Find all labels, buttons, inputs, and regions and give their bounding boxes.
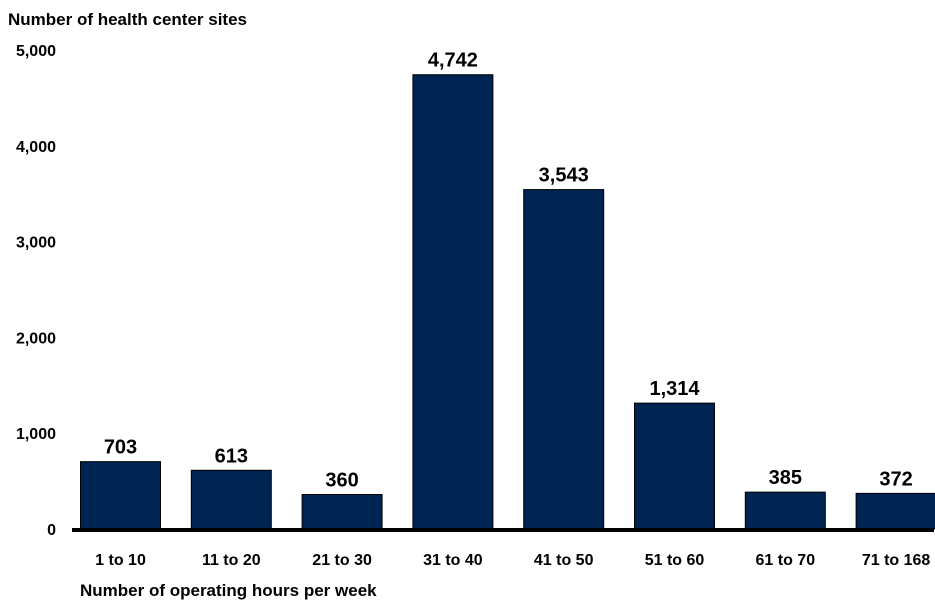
data-labels: 703 613 360 4,742 3,543 1,314 385 372: [104, 50, 913, 492]
x-axis-ticks: 1 to 10 11 to 20 21 to 30 31 to 40 41 to 50 5…: [95, 552, 930, 569]
x-tick-label: 1 to 10: [95, 552, 146, 569]
y-tick-label: 0: [47, 522, 56, 539]
bar-data-label: 385: [769, 467, 802, 489]
bar-data-label: 372: [879, 468, 912, 490]
y-tick-label: 5,000: [16, 43, 56, 60]
bar: [412, 74, 494, 530]
x-tick-label: 41 to 50: [534, 552, 594, 569]
y-tick-label: 1,000: [16, 426, 56, 443]
y-axis-title: Number of health center sites: [8, 10, 247, 29]
bar-data-label: 703: [104, 437, 137, 459]
y-tick-label: 2,000: [16, 330, 56, 347]
bar: [523, 189, 605, 530]
bar: [744, 491, 826, 530]
x-tick-label: 11 to 20: [202, 552, 261, 569]
bar: [634, 402, 715, 530]
y-tick-label: 3,000: [16, 235, 56, 252]
bar-data-label: 4,742: [428, 50, 478, 72]
x-tick-label: 71 to 168: [862, 552, 931, 569]
bar: [301, 494, 383, 530]
x-tick-label: 51 to 60: [645, 552, 705, 569]
x-tick-label: 31 to 40: [423, 552, 483, 569]
bar-data-label: 360: [325, 470, 358, 492]
x-axis-title: Number of operating hours per week: [80, 581, 377, 600]
y-axis-ticks: 0 1,000 2,000 3,000 4,000 5,000: [16, 43, 56, 539]
x-tick-label: 21 to 30: [312, 552, 372, 569]
bar: [190, 469, 272, 530]
x-tick-label: 61 to 70: [756, 552, 816, 569]
bar-data-label: 3,543: [539, 165, 589, 187]
bars: [80, 74, 935, 530]
bar-data-label: 613: [215, 445, 248, 467]
bar-data-label: 1,314: [649, 378, 700, 400]
y-tick-label: 4,000: [16, 139, 56, 156]
bar: [80, 461, 161, 530]
bar: [855, 492, 935, 530]
